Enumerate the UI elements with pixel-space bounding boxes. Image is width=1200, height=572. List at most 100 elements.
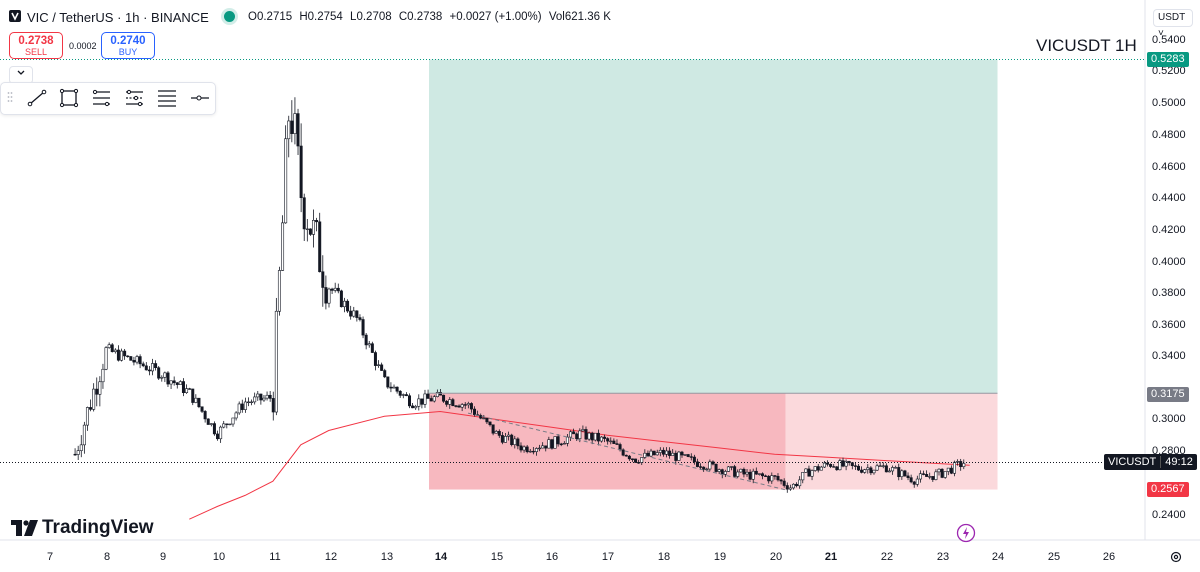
- candle-body: [795, 483, 799, 487]
- time-tick-label: 26: [1102, 551, 1116, 563]
- candle-body: [770, 475, 774, 482]
- candle-body: [138, 356, 142, 365]
- candle-body: [891, 467, 895, 472]
- candle-body: [157, 367, 161, 379]
- candle-body: [556, 436, 560, 445]
- candle-body: [185, 388, 189, 393]
- rectangle-icon[interactable]: [58, 88, 80, 108]
- candle-body: [172, 380, 176, 383]
- candle-body: [203, 411, 207, 420]
- candle-body: [448, 399, 452, 405]
- candle-body: [284, 138, 288, 224]
- candle-body: [141, 363, 145, 367]
- tag-separator: [1160, 456, 1162, 469]
- candle-body: [912, 481, 916, 485]
- moving-average-line: [189, 410, 970, 520]
- candle-body: [104, 347, 108, 370]
- lightning-icon[interactable]: [956, 523, 976, 543]
- candle-body: [962, 463, 966, 467]
- parallel-channel-icon[interactable]: [156, 88, 178, 108]
- candle-body: [209, 423, 213, 425]
- candle-body: [457, 405, 461, 408]
- buy-price: 0.2740: [110, 35, 146, 47]
- candle-body: [262, 397, 266, 401]
- candle-body: [442, 394, 446, 402]
- candle-body: [788, 487, 792, 490]
- fib-retracement-icon[interactable]: [90, 88, 112, 108]
- candle-body: [587, 432, 591, 440]
- sell-button[interactable]: 0.2738 SELL: [9, 32, 63, 59]
- price-tick-label: 0.4200: [1152, 224, 1186, 236]
- candle-body: [82, 424, 86, 446]
- ohlc-high-key: H: [299, 11, 308, 23]
- candle-body: [377, 364, 381, 366]
- candle-body: [624, 454, 628, 457]
- candle-body: [73, 453, 77, 456]
- horizontal-ray-icon[interactable]: [189, 88, 211, 108]
- candle-body: [290, 120, 294, 134]
- candle-body: [959, 461, 963, 467]
- candle-body: [197, 397, 201, 408]
- candle-body: [401, 394, 405, 396]
- time-tick-label: 8: [103, 551, 111, 563]
- candle-body: [590, 432, 594, 441]
- candle-body: [206, 418, 210, 425]
- currency-selector[interactable]: USDT ˅: [1153, 9, 1193, 39]
- time-tick-label: 24: [991, 551, 1005, 563]
- candle-body: [222, 423, 226, 428]
- candle-body: [810, 470, 814, 477]
- candle-body: [383, 370, 387, 378]
- candle-body: [488, 421, 492, 426]
- candle-body: [925, 474, 929, 477]
- candle-body: [503, 436, 507, 443]
- candle-body: [494, 431, 498, 434]
- candle-body: [593, 432, 597, 441]
- candle-body: [445, 400, 449, 405]
- sell-label: SELL: [24, 47, 48, 57]
- candle-body: [943, 471, 947, 478]
- volume-key: Vol: [548, 11, 565, 23]
- time-tick-label: 22: [880, 551, 894, 563]
- ohlc-low-key: L: [350, 11, 357, 23]
- trend-line-icon[interactable]: [26, 88, 48, 108]
- ohlc-high: 0.2754: [307, 11, 343, 23]
- candle-body: [150, 363, 154, 372]
- ohlc-close: 0.2738: [407, 11, 443, 23]
- ohlc-open-key: O: [248, 11, 257, 23]
- candle-body: [175, 382, 179, 385]
- candle-body: [649, 450, 653, 457]
- candle-body: [887, 470, 891, 473]
- candle-body: [466, 403, 470, 406]
- candle-body: [76, 450, 80, 455]
- drag-handle-icon[interactable]: [7, 91, 13, 105]
- candle-body: [191, 388, 195, 403]
- time-tick-label: 17: [601, 551, 615, 563]
- pitchfork-icon[interactable]: [123, 88, 145, 108]
- candle-body: [160, 376, 164, 379]
- candle-body: [305, 228, 309, 230]
- candle-body: [469, 403, 473, 410]
- candle-body: [296, 113, 300, 147]
- loss-zone-remaining: [785, 393, 998, 490]
- candle-body: [853, 465, 857, 467]
- symbol-title[interactable]: VIC / TetherUS · 1h · BINANCE: [27, 10, 209, 25]
- candle-body: [525, 446, 529, 453]
- candle-body: [773, 475, 777, 477]
- candle-body: [485, 417, 489, 423]
- candle-body: [265, 394, 269, 399]
- buy-button[interactable]: 0.2740 BUY: [101, 32, 155, 59]
- position-zones: [429, 59, 998, 490]
- time-tick-label: 13: [380, 551, 394, 563]
- candle-body: [798, 479, 802, 487]
- candle-body: [578, 430, 582, 440]
- gear-icon[interactable]: [1169, 550, 1183, 564]
- candle-body: [761, 473, 765, 477]
- candle-body: [900, 470, 904, 478]
- candle-body: [408, 395, 412, 407]
- candle-body: [627, 455, 631, 460]
- candle-body: [822, 462, 826, 468]
- moving-average-series: [189, 410, 970, 520]
- candle-body: [246, 401, 250, 404]
